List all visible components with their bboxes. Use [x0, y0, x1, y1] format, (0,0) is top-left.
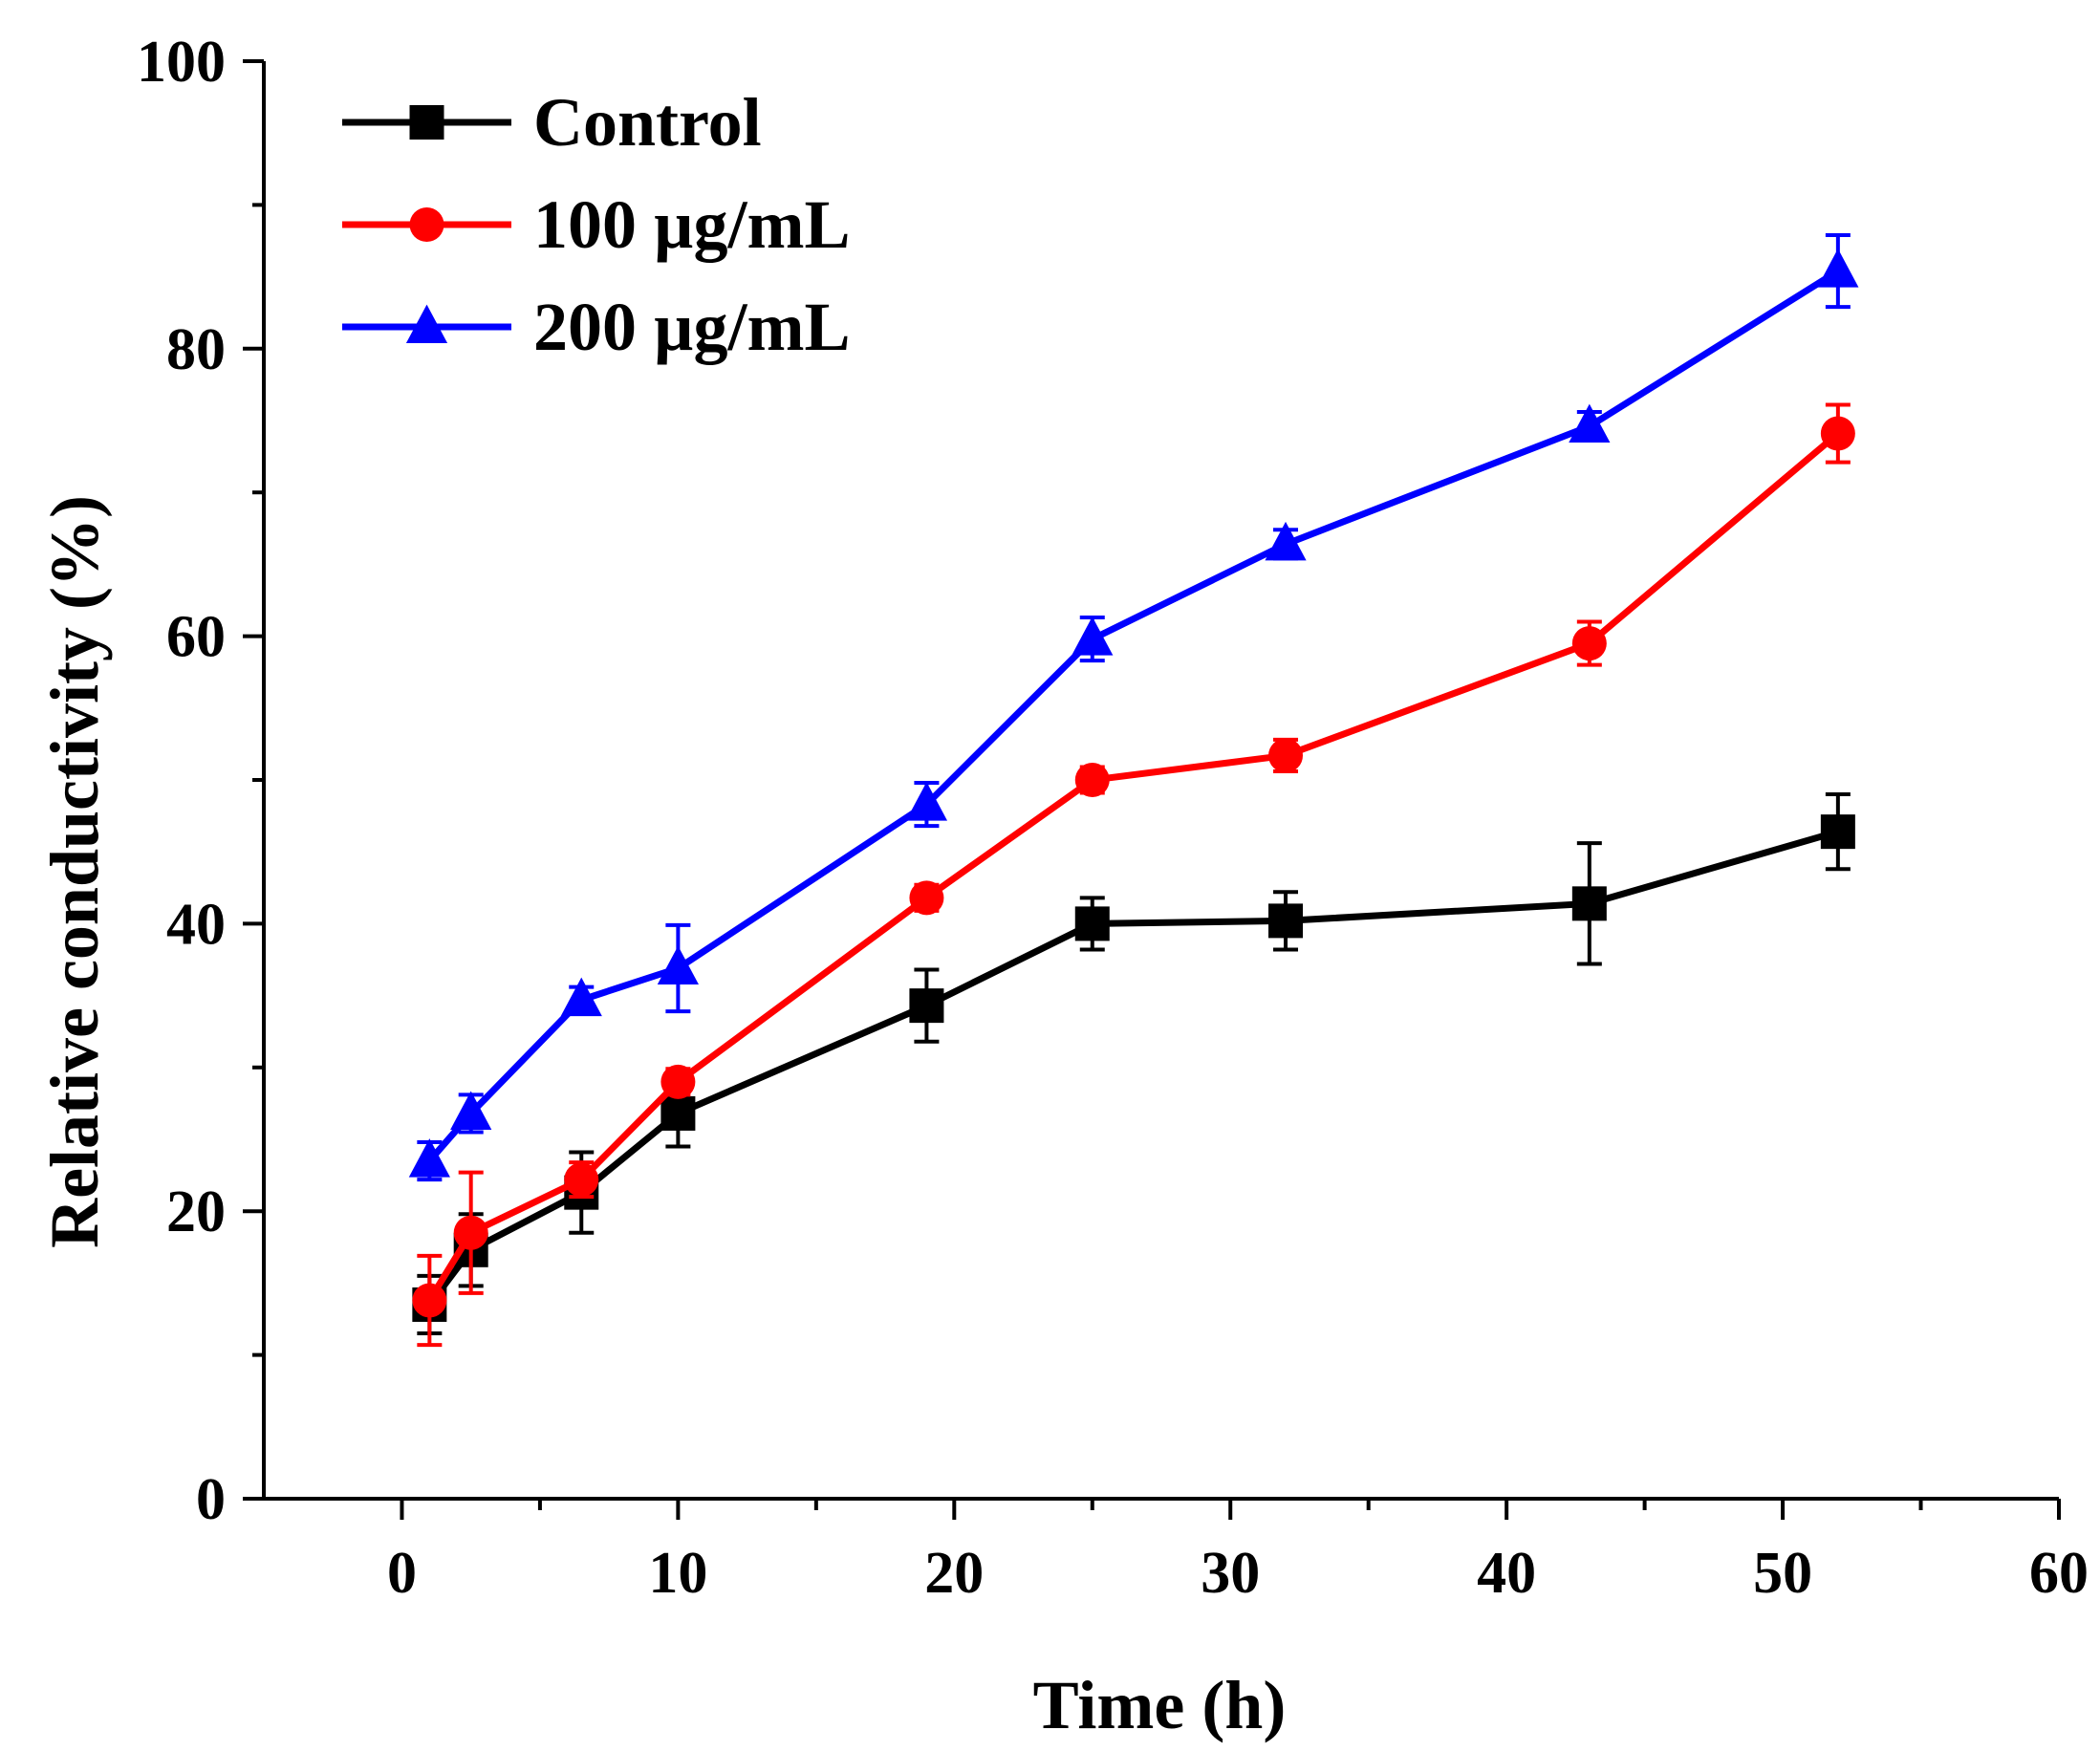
data-point: [657, 945, 699, 985]
legend-marker: [409, 105, 444, 140]
data-point: [1817, 249, 1859, 288]
data-point: [412, 1283, 447, 1318]
series-line: [426, 268, 1840, 1163]
x-tick-label: 20: [924, 1541, 984, 1606]
y-tick-label: 20: [166, 1179, 226, 1244]
legend-label: 100 µg/mL: [533, 186, 851, 263]
series-line: [426, 430, 1841, 1303]
plot-series: [408, 232, 1859, 1348]
x-tick-label: 0: [387, 1541, 417, 1606]
x-tick-label: 60: [2029, 1541, 2089, 1606]
data-point: [450, 1091, 492, 1130]
axes: [262, 61, 2059, 1501]
data-point: [408, 1138, 450, 1178]
data-point: [909, 988, 944, 1024]
data-point: [905, 782, 948, 821]
data-point: [1268, 903, 1304, 939]
y-tick-label: 80: [166, 317, 226, 382]
y-tick-label: 0: [196, 1467, 226, 1532]
series-group: [412, 402, 1855, 1348]
data-point: [1820, 814, 1855, 850]
x-tick-label: 30: [1201, 1541, 1260, 1606]
data-point: [453, 1215, 488, 1250]
data-point: [660, 1064, 696, 1099]
data-point: [1571, 886, 1607, 921]
data-point: [564, 1162, 599, 1198]
data-point: [909, 880, 944, 916]
series-line: [426, 828, 1839, 1308]
data-point: [1072, 616, 1114, 656]
y-axis-title: Relative conductivity (%): [36, 495, 113, 1248]
data-point: [1074, 763, 1110, 797]
legend: Control 100 µg/mL 200 µg/mL: [342, 84, 851, 365]
x-tick-label: 40: [1477, 1541, 1536, 1606]
legend-label: 200 µg/mL: [533, 289, 851, 365]
y-tick-label: 40: [166, 892, 226, 957]
legend-label: Control: [533, 84, 762, 161]
data-point: [1265, 521, 1307, 561]
data-point: [560, 977, 602, 1017]
y-tick-label: 100: [137, 30, 226, 95]
series-group: [408, 232, 1859, 1182]
x-axis-ticks: 0 10 20 30 40 50 60: [387, 1499, 2089, 1606]
data-point: [1820, 416, 1855, 451]
x-axis-title: Time (h): [1033, 1667, 1287, 1743]
legend-marker: [409, 207, 444, 242]
series-group: [412, 792, 1855, 1336]
data-point: [1074, 906, 1110, 941]
y-axis-ticks: 0 20 40 60 80 100: [137, 30, 264, 1532]
data-point: [660, 1095, 696, 1131]
legend-marker: [405, 304, 448, 344]
data-point: [1569, 403, 1611, 443]
x-tick-label: 50: [1753, 1541, 1812, 1606]
data-point: [1268, 738, 1304, 773]
x-tick-label: 10: [648, 1541, 707, 1606]
y-tick-label: 60: [166, 605, 226, 670]
data-point: [1571, 626, 1607, 661]
